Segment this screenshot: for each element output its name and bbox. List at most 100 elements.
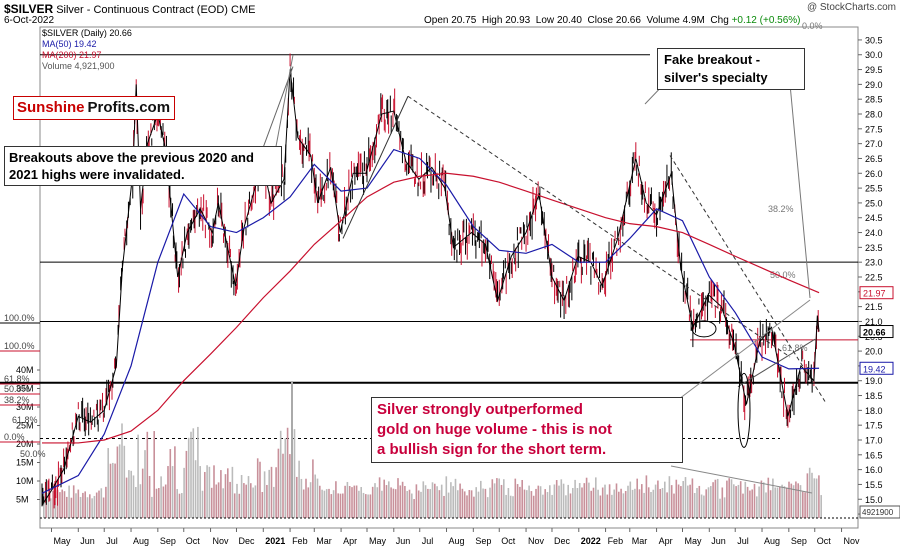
volume-bar: [760, 480, 763, 518]
volume-bar: [608, 484, 611, 518]
volume-bar: [551, 494, 553, 518]
volume-bar: [75, 493, 77, 518]
volume-bar: [756, 496, 758, 518]
volume-bar: [820, 495, 822, 518]
volume-bar: [484, 488, 487, 518]
volume-bar: [422, 481, 425, 518]
volume-bar: [390, 487, 392, 518]
y-tick-label: 23.5: [865, 243, 883, 253]
volume-bar: [546, 492, 549, 518]
volume-bar: [572, 487, 574, 518]
x-tick-label: Feb: [608, 536, 624, 546]
volume-bar: [197, 426, 199, 518]
x-tick-label: Jul: [737, 536, 749, 546]
low-label: Low: [535, 15, 555, 26]
y-tick-label: 25.0: [865, 198, 883, 208]
volume-bar: [169, 449, 172, 518]
volume-bar: [376, 487, 379, 518]
volume-bar: [49, 498, 52, 518]
volume-bar: [480, 480, 482, 518]
volume-bar: [519, 486, 521, 518]
volume-bar: [151, 496, 153, 518]
volume-bar: [107, 448, 109, 518]
volume-bar: [654, 484, 657, 518]
volume-bar: [259, 461, 261, 518]
volume-bar: [459, 483, 461, 518]
volume-bar: [164, 484, 167, 518]
volume-bar: [537, 485, 540, 518]
volume-bar: [68, 485, 70, 518]
volume-bar: [394, 489, 397, 518]
volume-bar: [353, 485, 356, 518]
volume-bar: [450, 482, 452, 518]
volume-bar: [696, 488, 698, 518]
x-tick-label: Dec: [238, 536, 255, 546]
volume-bar: [342, 493, 344, 518]
volume-bar: [558, 485, 560, 518]
logo-part1: Sunshine: [14, 97, 88, 119]
chg-label: Chg: [710, 15, 729, 26]
volume-bar: [270, 466, 273, 518]
volume-bar: [305, 478, 307, 518]
volume-bar: [247, 476, 250, 518]
fib-label: 50.0%: [4, 384, 30, 394]
volume-axis: 40M 35M 30M 25M 20M 15M 10M 5M: [16, 365, 40, 505]
volume-bar: [795, 481, 797, 518]
volume-bar: [102, 497, 105, 518]
silver-line1: Silver strongly outperformed: [377, 401, 583, 418]
price-tag-label: 20.66: [863, 328, 886, 338]
open-label: Open: [424, 15, 449, 26]
volume-bar: [277, 448, 280, 518]
volume-bar: [332, 490, 335, 518]
y-tick-label: 28.5: [865, 95, 883, 105]
volume-bar: [590, 490, 592, 518]
volume-bar: [144, 450, 146, 518]
y-tick-label: 29.5: [865, 65, 883, 75]
volume-bar: [424, 485, 427, 518]
chg-value: +0.12 (+0.56%): [731, 15, 801, 26]
volume-bar: [229, 481, 231, 518]
volume-bar: [408, 489, 411, 518]
volume-tick-label: 35M: [16, 384, 34, 394]
volume-bar: [721, 487, 724, 518]
price-tag-box: [859, 325, 894, 339]
y-tick-label: 19.0: [865, 376, 883, 386]
volume-bar: [162, 486, 165, 518]
volume-bar: [392, 488, 395, 518]
volume-bar: [443, 495, 445, 518]
volume-bar: [790, 483, 793, 518]
callout-pointer: [789, 83, 811, 299]
volume-bar: [374, 483, 376, 518]
volume-bar: [719, 498, 721, 518]
volume-bar: [461, 488, 464, 518]
y-tick-label: 17.0: [865, 435, 883, 445]
volume-bar: [351, 487, 353, 518]
volume-bar: [284, 438, 287, 518]
symbol-ticker: $SILVER: [4, 2, 54, 16]
price-series-line: [41, 69, 820, 506]
volume-bar: [213, 465, 215, 518]
volume-bar: [489, 487, 491, 518]
volume-bar: [521, 479, 523, 518]
volume-bar: [705, 489, 707, 518]
volume-bar: [273, 486, 275, 518]
volume-bar: [739, 481, 742, 518]
volume-bar: [47, 492, 50, 518]
close-label: Close: [587, 15, 614, 26]
high-value: 20.93: [505, 15, 531, 26]
ma50-line: [41, 148, 820, 494]
volume-bar: [677, 484, 680, 518]
volume-bar: [700, 494, 703, 518]
volume-bar: [185, 450, 188, 518]
volume-bar: [758, 486, 760, 518]
x-tick-label: Jul: [422, 536, 434, 546]
x-tick-label: Jun: [396, 536, 411, 546]
volume-bar: [627, 485, 629, 518]
volume-tick-label: 10M: [16, 476, 34, 486]
volume-bar: [132, 475, 135, 518]
volume-bar: [84, 491, 86, 518]
volume-bar: [348, 485, 351, 518]
y-tick-label: 25.5: [865, 184, 883, 194]
volume-bar: [312, 459, 314, 518]
volume-bar: [337, 493, 339, 518]
